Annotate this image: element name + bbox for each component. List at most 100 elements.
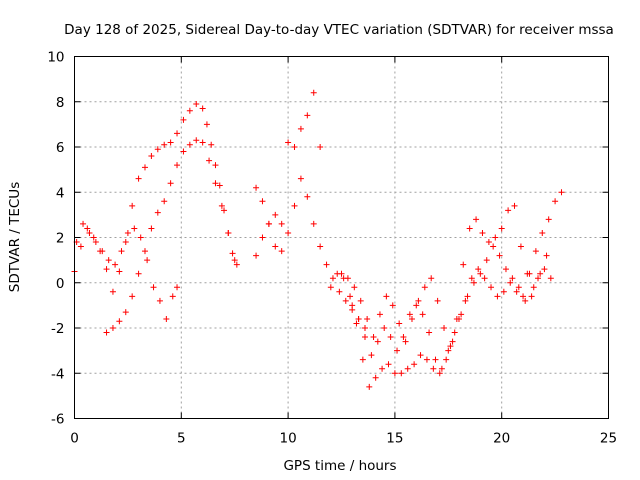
data-point (396, 320, 403, 327)
data-point (174, 130, 181, 137)
data-point (180, 148, 187, 155)
data-point (449, 338, 456, 345)
data-point (229, 250, 236, 257)
data-point (451, 329, 458, 336)
data-point (522, 297, 529, 304)
data-point (317, 243, 324, 250)
data-point (361, 334, 368, 341)
data-point (496, 252, 503, 259)
data-point (477, 270, 484, 277)
data-point (99, 248, 106, 255)
data-point (285, 139, 292, 146)
data-point (490, 243, 497, 250)
data-point (163, 315, 170, 322)
data-point (374, 338, 381, 345)
data-point (169, 293, 176, 300)
data-point (103, 329, 110, 336)
data-point (507, 279, 514, 286)
data-point (129, 293, 136, 300)
data-point (103, 266, 110, 273)
data-point (436, 370, 443, 377)
ticks: 0 5 10 15 20 25 -6 -4 -2 0 2 4 6 8 10 (47, 50, 617, 447)
x-tick-label: 25 (600, 431, 617, 447)
data-point (199, 105, 206, 112)
data-point (304, 193, 311, 200)
data-point (353, 320, 360, 327)
x-tick-label: 10 (280, 431, 297, 447)
data-point (349, 302, 356, 309)
data-point (481, 275, 488, 282)
x-axis-label: GPS time / hours (283, 458, 396, 474)
data-point (80, 220, 87, 227)
series-arc-g (338, 202, 550, 350)
data-point (357, 297, 364, 304)
data-point (122, 239, 129, 246)
data-point (148, 153, 155, 160)
data-point (543, 252, 550, 259)
series-arc-c (103, 137, 238, 336)
data-point (494, 293, 501, 300)
data-point (466, 225, 473, 232)
data-point (383, 293, 390, 300)
series-arc-b (73, 220, 181, 322)
data-point (443, 356, 450, 363)
data-point (329, 275, 336, 282)
data-point (154, 146, 161, 153)
data-point (150, 284, 157, 291)
data-point (327, 284, 334, 291)
x-tick-label: 20 (493, 431, 510, 447)
data-point (520, 293, 527, 300)
data-point (366, 383, 373, 390)
chart-title: Day 128 of 2025, Sidereal Day-to-day VTE… (64, 22, 614, 38)
data-point (310, 89, 317, 96)
data-point (537, 270, 544, 277)
data-point (483, 257, 490, 264)
data-point (485, 239, 492, 246)
data-point (347, 293, 354, 300)
data-point (144, 257, 151, 264)
data-point (488, 284, 495, 291)
x-tick-label: 5 (177, 431, 186, 447)
y-tick-label: -6 (51, 412, 64, 428)
y-tick-label: 10 (47, 50, 64, 66)
data-point (208, 141, 215, 148)
data-point (372, 374, 379, 381)
data-point (212, 162, 219, 169)
data-point (524, 270, 531, 277)
data-point (92, 239, 99, 246)
data-point (310, 220, 317, 227)
data-point (511, 202, 518, 209)
data-point (530, 284, 537, 291)
data-point (186, 107, 193, 114)
data-point (338, 270, 345, 277)
data-point (447, 343, 454, 350)
data-point (539, 229, 546, 236)
grid (74, 56, 609, 419)
data-point (84, 225, 91, 232)
data-point (174, 162, 181, 169)
data-point (502, 266, 509, 273)
data-point (148, 225, 155, 232)
data-point (364, 315, 371, 322)
data-point (417, 352, 424, 359)
data-point (109, 325, 116, 331)
data-point (441, 325, 448, 331)
data-point (413, 302, 420, 309)
data-point (398, 370, 405, 377)
data-point (545, 216, 552, 223)
data-point (428, 275, 435, 282)
data-point (131, 225, 138, 232)
data-point (505, 207, 512, 214)
data-point (129, 202, 136, 209)
data-point (462, 297, 469, 304)
series-arc-e (253, 89, 324, 259)
data-point (135, 270, 142, 277)
data-point (112, 261, 119, 268)
data-point (541, 266, 548, 273)
data-point (116, 318, 123, 325)
y-tick-label: 8 (56, 95, 65, 111)
data-point (167, 180, 174, 187)
data-point (361, 325, 368, 331)
data-point (528, 293, 535, 300)
